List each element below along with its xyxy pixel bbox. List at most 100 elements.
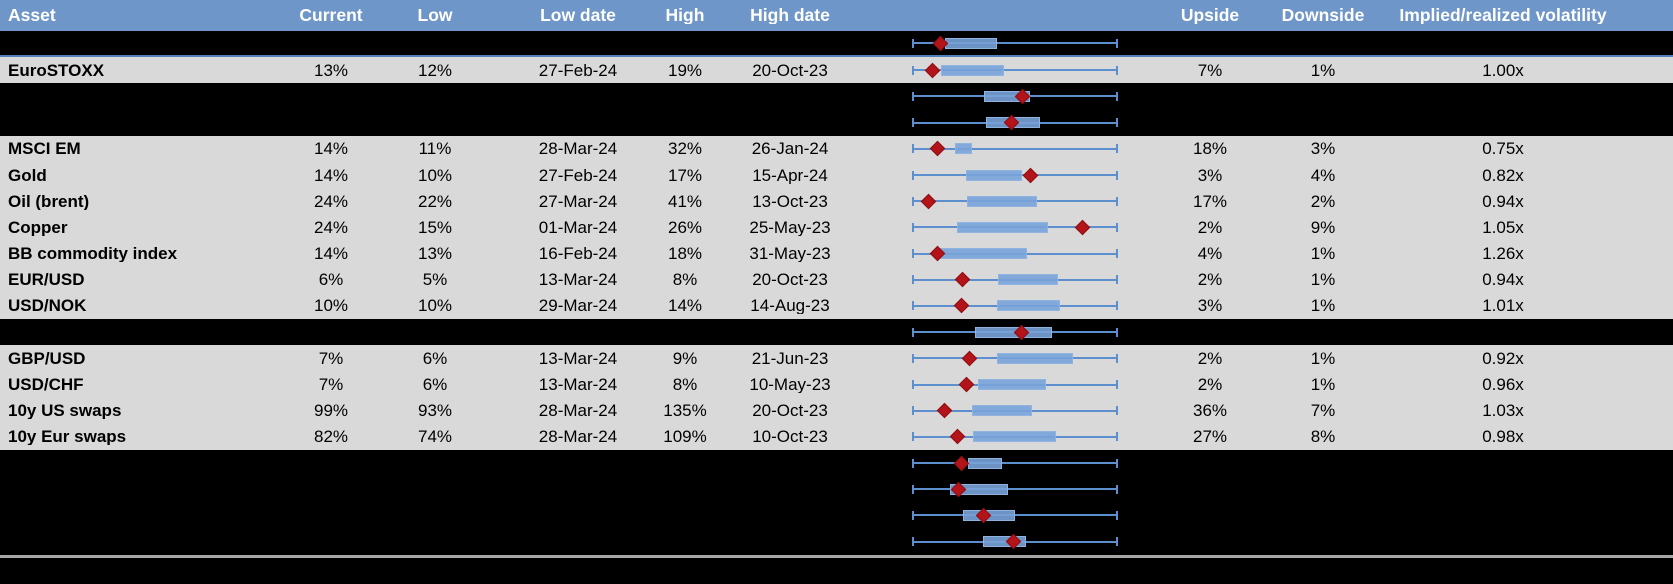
high-date: 25-May-23 [749, 218, 831, 236]
low-date: 16-Feb-24 [538, 245, 618, 263]
high-value: 9% [672, 349, 698, 367]
current-marker-diamond-icon [925, 62, 941, 79]
low-date: 13-Mar-24 [538, 271, 618, 289]
current-marker-diamond-icon [921, 193, 937, 209]
col-header-asset: Asset [8, 6, 56, 25]
high-value: 19% [667, 61, 703, 79]
table-row: USD/CHF 7% 6% 13-Mar-24 8% 10-May-23 2% … [0, 371, 1673, 398]
whisker-cap-left [912, 537, 914, 547]
high-value: 41% [667, 192, 703, 210]
whisker-cap-right [1116, 91, 1118, 101]
current-value: 24% [313, 192, 349, 210]
table-row [0, 450, 1673, 477]
high-value: 18% [667, 245, 703, 263]
high-date: 20-Oct-23 [752, 271, 828, 289]
asset-name: USD/NOK [8, 297, 87, 315]
low-value: 5% [422, 271, 448, 289]
low-value: 11% [418, 140, 452, 158]
whisker-cap-right [1116, 170, 1118, 180]
col-header-current: Current [299, 6, 363, 25]
downside-value: 1% [1310, 245, 1336, 263]
upside-value: 3% [1197, 297, 1223, 315]
downside-value: 1% [1310, 376, 1336, 394]
col-header-downside: Downside [1281, 6, 1365, 25]
range-box [939, 248, 1028, 260]
asset-name: GBP/USD [8, 349, 86, 367]
current-value: 7% [318, 349, 344, 367]
whisker-cap-left [912, 458, 914, 468]
range-plot [870, 319, 1160, 345]
upside-value: 2% [1197, 271, 1223, 289]
low-value: 6% [422, 376, 448, 394]
high-value: 32% [667, 140, 703, 158]
implied-realized-vol-value: 0.92x [1482, 349, 1524, 367]
whisker-line [913, 462, 1117, 465]
whisker-line [913, 147, 1117, 150]
whisker-cap-left [912, 406, 914, 416]
implied-realized-vol-value: 0.94x [1482, 271, 1524, 289]
high-date: 20-Oct-23 [752, 402, 828, 420]
range-box [997, 352, 1073, 364]
range-plot [870, 345, 1160, 371]
table-row: Copper 24% 15% 01-Mar-24 26% 25-May-23 2… [0, 214, 1673, 241]
low-date: 01-Mar-24 [538, 218, 618, 236]
high-date: 10-Oct-23 [752, 428, 828, 446]
high-date: 15-Apr-24 [752, 166, 828, 184]
whisker-cap-left [912, 327, 914, 337]
whisker-cap-left [912, 249, 914, 259]
implied-realized-vol-value: 0.75x [1482, 140, 1524, 158]
asset-name: EuroSTOXX [8, 61, 105, 79]
table-row: Oil (brent) 24% 22% 27-Mar-24 41% 13-Oct… [0, 188, 1673, 215]
implied-realized-vol-value: 1.00x [1482, 61, 1524, 79]
table-row [0, 109, 1673, 136]
col-header-high: High [665, 6, 705, 25]
low-date: 27-Feb-24 [538, 61, 618, 79]
upside-value: 4% [1197, 245, 1223, 263]
whisker-cap-left [912, 38, 914, 48]
high-value: 8% [672, 271, 698, 289]
asset-name: Gold [8, 166, 47, 184]
asset-name: Oil (brent) [8, 192, 90, 210]
range-box [998, 274, 1059, 286]
col-header-upside: Upside [1180, 6, 1240, 25]
whisker-cap-left [912, 484, 914, 494]
current-marker-diamond-icon [936, 402, 952, 419]
current-marker-diamond-icon [954, 298, 970, 314]
range-plot [870, 398, 1160, 424]
downside-value: 2% [1310, 192, 1336, 210]
range-plot [870, 450, 1160, 476]
whisker-line [913, 488, 1117, 491]
low-value: 10% [417, 166, 453, 184]
upside-value: 2% [1197, 376, 1223, 394]
implied-realized-vol-value: 1.26x [1482, 245, 1524, 263]
range-plot [870, 57, 1160, 83]
range-plot [870, 267, 1160, 293]
table-row: EuroSTOXX 13% 12% 27-Feb-24 19% 20-Oct-2… [0, 57, 1673, 84]
whisker-cap-right [1116, 537, 1118, 547]
whisker-cap-right [1116, 353, 1118, 363]
current-value: 24% [313, 218, 349, 236]
current-value: 82% [313, 428, 349, 446]
upside-value: 3% [1197, 166, 1223, 184]
whisker-cap-left [912, 301, 914, 311]
table-row: USD/NOK 10% 10% 29-Mar-24 14% 14-Aug-23 … [0, 292, 1673, 320]
current-value: 14% [313, 245, 349, 263]
range-box [997, 300, 1061, 312]
table-row [0, 31, 1673, 58]
high-date: 10-May-23 [749, 376, 831, 394]
current-value: 14% [313, 166, 349, 184]
low-value: 6% [422, 349, 448, 367]
whisker-cap-left [912, 380, 914, 390]
asset-name: Copper [8, 218, 68, 236]
table-row: MSCI EM 14% 11% 28-Mar-24 32% 26-Jan-24 … [0, 135, 1673, 162]
low-date: 28-Mar-24 [538, 428, 618, 446]
range-box [967, 195, 1038, 207]
low-date: 28-Mar-24 [538, 402, 618, 420]
table-row [0, 319, 1673, 346]
bottom-divider [0, 554, 1673, 558]
low-value: 10% [417, 297, 453, 315]
whisker-cap-right [1116, 406, 1118, 416]
implied-realized-vol-value: 1.01x [1482, 297, 1524, 315]
implied-realized-vol-value: 0.98x [1482, 428, 1524, 446]
range-box [940, 64, 1004, 76]
